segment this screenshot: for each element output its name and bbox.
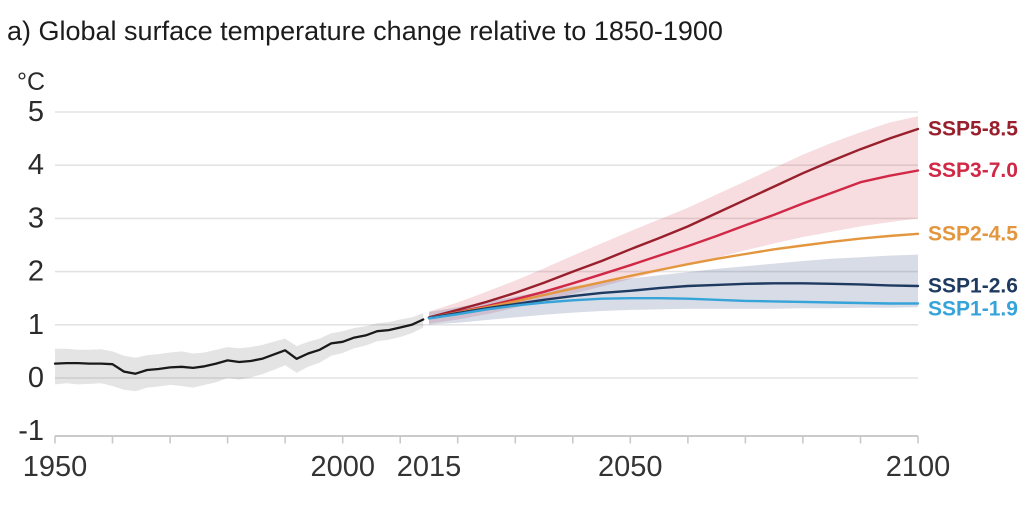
x-tick-label-2050: 2050 — [598, 451, 663, 483]
x-tick-label-2000: 2000 — [310, 451, 375, 483]
plot-area: -1 0 1 2 3 4 5 1950 2000 2015 2050 2100 SSP5-8.5 SSP3… — [18, 96, 1018, 483]
y-tick-label-0: 0 — [28, 362, 44, 394]
y-tick-label-1: 1 — [28, 309, 44, 341]
y-tick-label-2: 2 — [28, 256, 44, 288]
scenario-line-ssp5-8-5 — [427, 127, 920, 319]
scenario-label-ssp3-7-0: SSP3-7.0 — [928, 159, 1018, 182]
y-axis-unit-label: °C — [17, 68, 45, 96]
x-tick-label-1950: 1950 — [23, 451, 88, 483]
scenario-label-ssp2-4-5: SSP2-4.5 — [928, 222, 1018, 245]
scenario-line-ssp2-4-5 — [427, 232, 920, 320]
uncertainty-band-ssp1-2-6 — [429, 254, 918, 325]
scenario-label-ssp5-8-5: SSP5-8.5 — [928, 118, 1018, 141]
x-tick-label-2100: 2100 — [886, 451, 951, 483]
y-tick-label-4: 4 — [28, 149, 44, 181]
y-tick-label-5: 5 — [28, 96, 44, 128]
uncertainty-band-ssp3-7-0 — [429, 116, 918, 324]
historical-line — [53, 318, 425, 375]
y-tick-label--1: -1 — [18, 415, 44, 447]
scenario-label-ssp1-2-6: SSP1-2.6 — [928, 275, 1018, 298]
x-tick-label-2015: 2015 — [397, 451, 462, 483]
scenario-line-ssp1-1-9 — [427, 297, 920, 320]
y-tick-label-3: 3 — [28, 202, 44, 234]
scenario-line-ssp1-2-6 — [427, 282, 920, 320]
scenario-line-ssp3-7-0 — [427, 169, 920, 320]
chart-title: a) Global surface temperature change rel… — [7, 16, 723, 46]
historical-uncertainty-band — [55, 313, 424, 392]
scenario-label-ssp1-1-9: SSP1-1.9 — [928, 298, 1018, 321]
